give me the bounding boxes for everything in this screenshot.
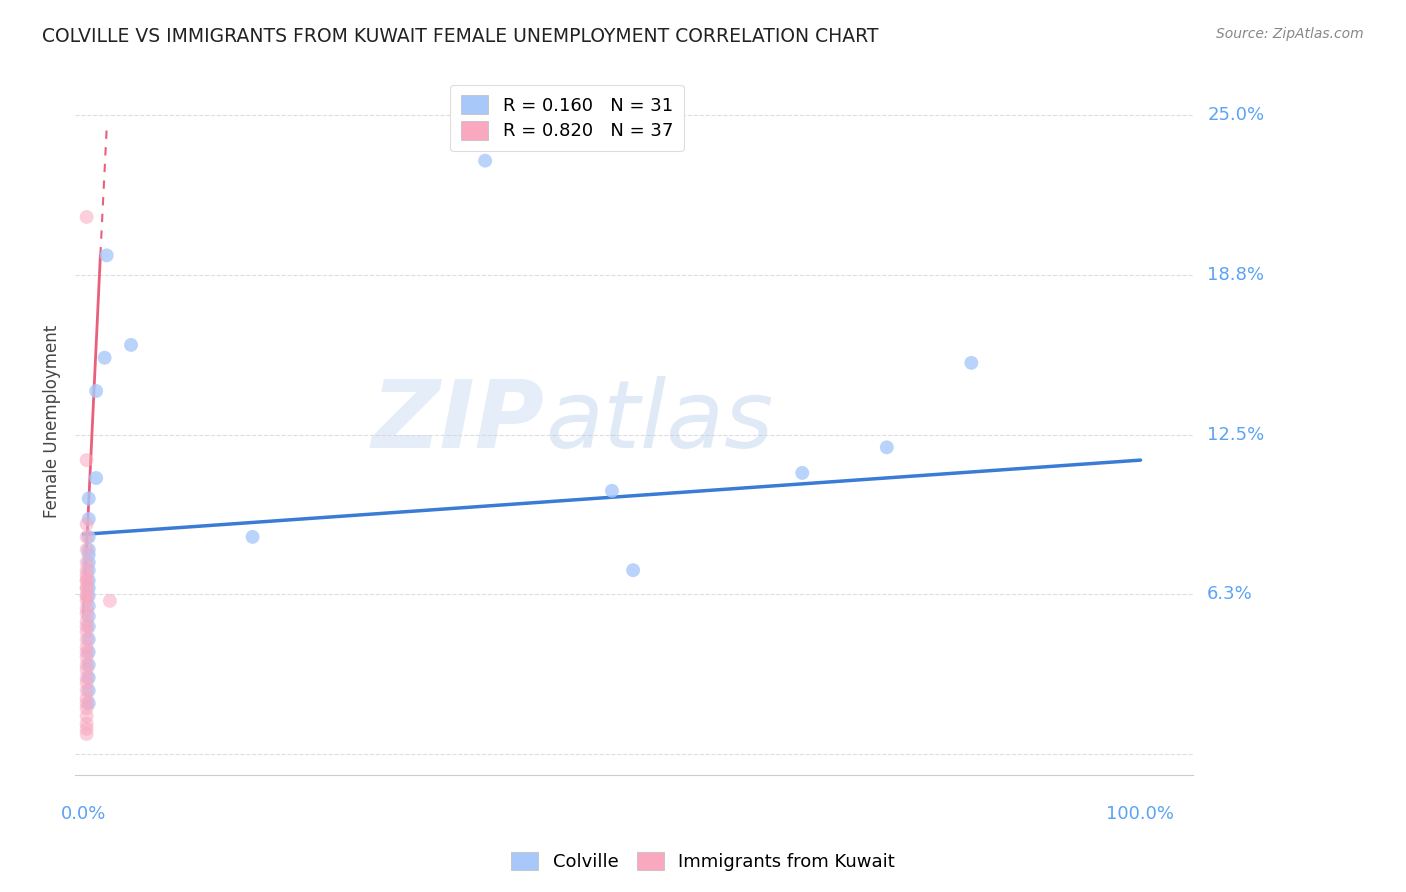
Point <box>76 453 98 467</box>
Point <box>77 548 100 562</box>
Point <box>76 589 98 603</box>
Point <box>76 722 98 736</box>
Point <box>77 599 100 613</box>
Y-axis label: Female Unemployment: Female Unemployment <box>44 325 60 518</box>
Point <box>242 530 264 544</box>
Legend: R = 0.160   N = 31, R = 0.820   N = 37: R = 0.160 N = 31, R = 0.820 N = 37 <box>450 85 683 152</box>
Point <box>76 624 98 639</box>
Point <box>120 338 142 352</box>
Point <box>621 563 644 577</box>
Point <box>76 594 98 608</box>
Point <box>98 594 121 608</box>
Point <box>76 210 98 224</box>
Point <box>600 483 623 498</box>
Point <box>77 542 100 557</box>
Point <box>76 696 98 710</box>
Point <box>76 607 98 621</box>
Text: 18.8%: 18.8% <box>1208 266 1264 284</box>
Text: 0.0%: 0.0% <box>60 805 105 823</box>
Point <box>76 619 98 633</box>
Point <box>77 491 100 506</box>
Point <box>77 619 100 633</box>
Point <box>77 671 100 685</box>
Text: 6.3%: 6.3% <box>1208 585 1253 604</box>
Point <box>76 716 98 731</box>
Point <box>96 248 118 262</box>
Text: Source: ZipAtlas.com: Source: ZipAtlas.com <box>1216 27 1364 41</box>
Point <box>76 650 98 665</box>
Text: 12.5%: 12.5% <box>1208 425 1264 443</box>
Point <box>77 581 100 595</box>
Point <box>474 153 496 168</box>
Point <box>792 466 814 480</box>
Point <box>76 709 98 723</box>
Point <box>77 556 100 570</box>
Point <box>76 530 98 544</box>
Point <box>76 683 98 698</box>
Point <box>76 663 98 677</box>
Point <box>76 632 98 647</box>
Point <box>76 574 98 588</box>
Point <box>76 601 98 615</box>
Point <box>76 657 98 672</box>
Point <box>77 683 100 698</box>
Point <box>77 609 100 624</box>
Text: atlas: atlas <box>544 376 773 467</box>
Point <box>76 574 98 588</box>
Point <box>76 675 98 690</box>
Point <box>76 542 98 557</box>
Point <box>76 556 98 570</box>
Legend: Colville, Immigrants from Kuwait: Colville, Immigrants from Kuwait <box>503 845 903 879</box>
Point <box>76 517 98 532</box>
Point <box>76 671 98 685</box>
Point <box>77 512 100 526</box>
Point <box>76 581 98 595</box>
Point <box>876 440 898 454</box>
Point <box>77 589 100 603</box>
Point <box>76 691 98 706</box>
Point <box>76 645 98 659</box>
Point <box>76 640 98 654</box>
Point <box>77 657 100 672</box>
Point <box>960 356 983 370</box>
Point <box>76 727 98 741</box>
Point <box>76 581 98 595</box>
Point <box>76 701 98 715</box>
Point <box>76 615 98 629</box>
Point <box>77 696 100 710</box>
Point <box>76 563 98 577</box>
Point <box>77 530 100 544</box>
Text: COLVILLE VS IMMIGRANTS FROM KUWAIT FEMALE UNEMPLOYMENT CORRELATION CHART: COLVILLE VS IMMIGRANTS FROM KUWAIT FEMAL… <box>42 27 879 45</box>
Point <box>77 574 100 588</box>
Point <box>93 351 115 365</box>
Point <box>77 632 100 647</box>
Point <box>84 471 107 485</box>
Text: 25.0%: 25.0% <box>1208 105 1264 124</box>
Point <box>84 384 107 398</box>
Text: ZIP: ZIP <box>371 376 544 467</box>
Point <box>77 563 100 577</box>
Text: 100.0%: 100.0% <box>1107 805 1174 823</box>
Point <box>76 589 98 603</box>
Point <box>76 568 98 582</box>
Point <box>77 645 100 659</box>
